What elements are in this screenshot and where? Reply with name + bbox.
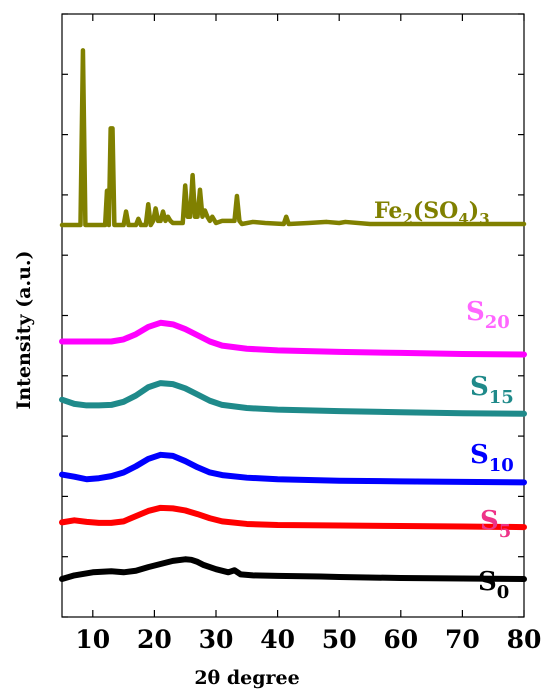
x-tick-label-80: 80 bbox=[507, 625, 542, 654]
series-labels: Fe2(SO4)3 S20 S15 S10 S5 S0 bbox=[374, 198, 514, 603]
x-tick-label-70: 70 bbox=[445, 625, 480, 654]
label-s10: S10 bbox=[470, 440, 514, 476]
series-group bbox=[59, 48, 527, 583]
x-axis-title: 2θ degree bbox=[194, 667, 299, 689]
y-axis-title: Intensity (a.u.) bbox=[13, 250, 35, 409]
x-tick-label-10: 10 bbox=[75, 625, 110, 654]
series-line-s20 bbox=[59, 319, 527, 358]
x-axis-tick-labels: 10 20 30 40 50 60 70 80 bbox=[75, 625, 541, 654]
series-line-s15 bbox=[59, 380, 527, 417]
label-fe2so43: Fe2(SO4)3 bbox=[374, 198, 490, 228]
x-axis-ticks bbox=[92, 14, 525, 617]
series-line-s10 bbox=[59, 451, 527, 486]
label-s15: S15 bbox=[470, 372, 514, 408]
series-line-s5 bbox=[59, 504, 527, 531]
x-tick-label-40: 40 bbox=[260, 625, 295, 654]
series-line-fe2so43 bbox=[59, 48, 527, 228]
series-line-s0 bbox=[59, 556, 527, 583]
x-tick-label-30: 30 bbox=[199, 625, 234, 654]
label-s20: S20 bbox=[466, 297, 510, 333]
y-axis-ticks bbox=[62, 13, 524, 618]
x-tick-label-50: 50 bbox=[322, 625, 357, 654]
label-s5: S5 bbox=[480, 506, 511, 542]
label-s0: S0 bbox=[478, 567, 509, 603]
x-tick-label-60: 60 bbox=[383, 625, 418, 654]
x-tick-label-20: 20 bbox=[137, 625, 172, 654]
